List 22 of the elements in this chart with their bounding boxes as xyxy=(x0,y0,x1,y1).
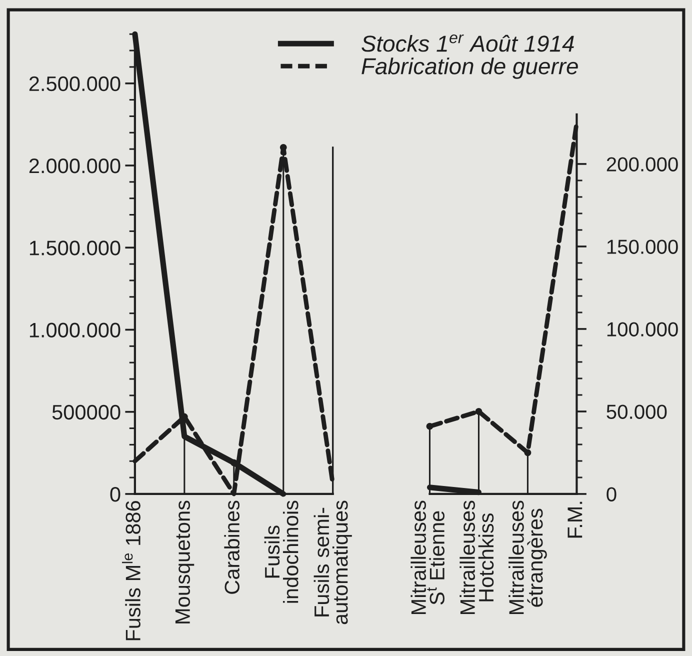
x-tick-label: Fusils semi- automatiques xyxy=(314,500,352,624)
y-tick-label: 2.500.000 xyxy=(29,76,120,92)
y-tick-label: 1.500.000 xyxy=(30,240,120,256)
y-tick-label: 500000 xyxy=(52,404,120,420)
y-tick-label: 2.000.000 xyxy=(29,158,120,174)
x-tick-label: F.M. xyxy=(568,502,582,538)
y2-tick-label: 0 xyxy=(606,487,616,502)
legend-label: Stocks 1$^{er}$ Août 1914 xyxy=(362,34,574,52)
legend-label: Fabrication de guerre xyxy=(362,58,578,79)
x-tick-label: Mitrailleuses S$^{t}$ Etienne xyxy=(410,500,444,614)
x-tick-label: Mitrailleuses étrangères xyxy=(508,500,547,614)
x-tick-label: Fusils indochinois xyxy=(264,500,298,603)
x-tick-label: Carabines xyxy=(224,500,240,594)
x-tick-label: Mitrailleuses Hotchkiss xyxy=(460,500,494,614)
y-tick-label: 0 xyxy=(110,486,120,502)
y2-tick-label: 100.000 xyxy=(607,322,678,336)
x-tick-label: Mousquetons xyxy=(175,500,194,624)
y2-tick-label: 200.000 xyxy=(606,157,678,172)
x-tick-label: Fusils M$^{le}$ 1886 xyxy=(122,500,140,640)
y2-tick-label: 50.000 xyxy=(606,404,667,419)
y2-tick-label: 150.000 xyxy=(607,240,678,254)
y-tick-label: 1.000.000 xyxy=(30,322,120,338)
